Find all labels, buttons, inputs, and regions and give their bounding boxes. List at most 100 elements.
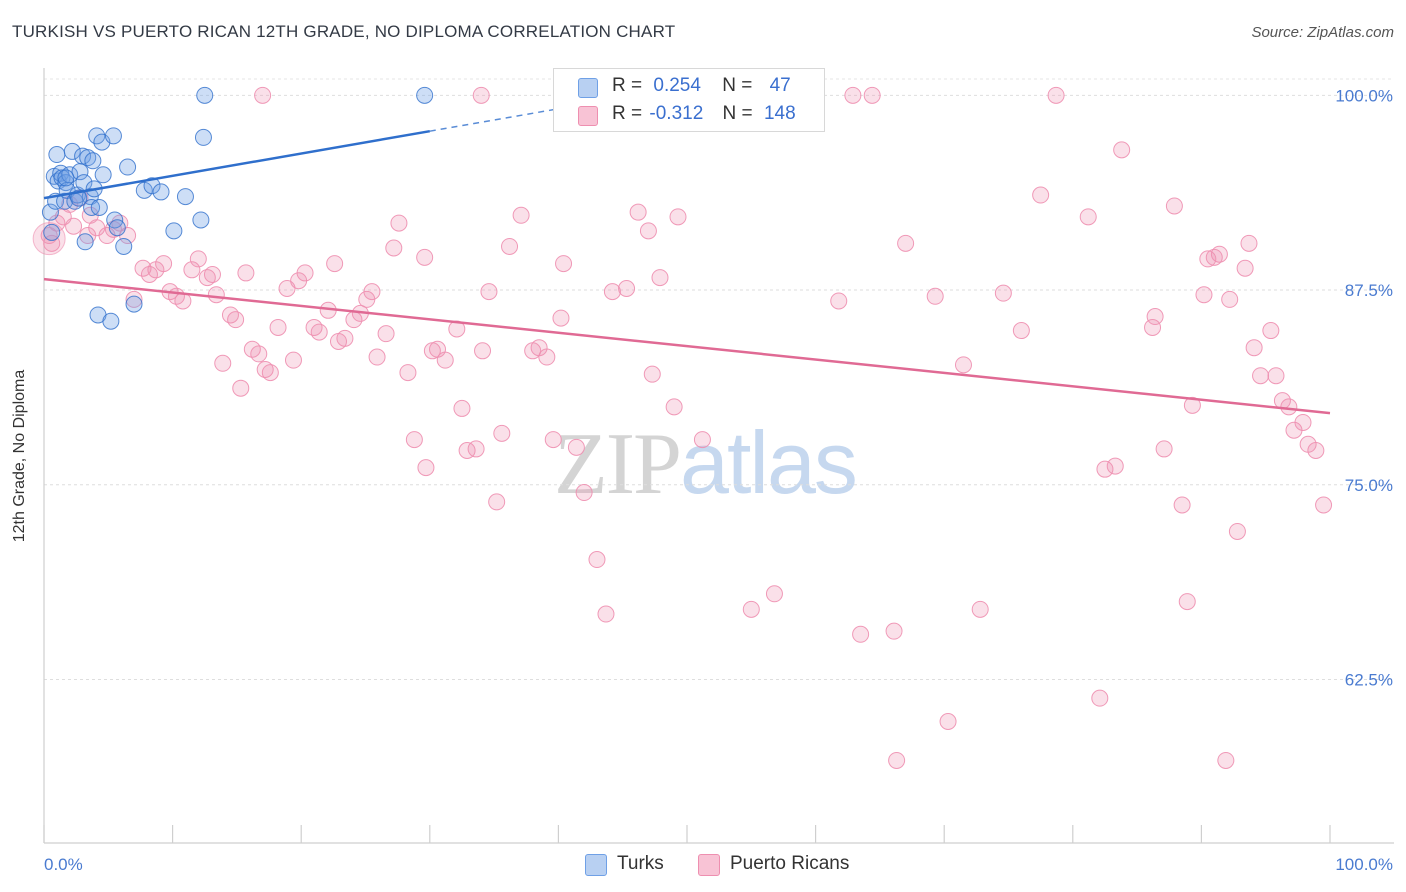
turks-point xyxy=(90,199,108,217)
pr-point xyxy=(284,351,302,369)
pr-point xyxy=(474,342,492,360)
turks-point xyxy=(48,146,66,164)
pr-point xyxy=(852,625,870,643)
pr-point xyxy=(639,222,657,240)
legend-text-pr: R = -0.312 N = 148 xyxy=(612,103,796,125)
turks-point xyxy=(63,142,81,160)
pr-point xyxy=(198,269,216,287)
pr-point xyxy=(555,255,573,273)
turks-trend-extension xyxy=(429,94,636,132)
pr-point xyxy=(125,290,143,308)
bottom-legend-label-pr: Puerto Ricans xyxy=(730,853,850,874)
y-tick-label: 87.5% xyxy=(1345,281,1393,300)
tick-labels: 62.5% 75.0% 87.5% 100.0% 0.0% 100.0% xyxy=(44,86,1393,874)
pr-point xyxy=(1240,234,1258,252)
pr-point xyxy=(326,255,344,273)
pr-point xyxy=(467,440,485,458)
pr-point xyxy=(651,269,669,287)
pr-point xyxy=(1183,396,1201,414)
pr-point xyxy=(363,283,381,301)
pr-point xyxy=(885,622,903,640)
pr-point xyxy=(544,431,562,449)
pr-point xyxy=(567,438,585,456)
pr-point xyxy=(597,605,615,623)
legend-swatch-turks xyxy=(578,78,598,98)
pr-point xyxy=(453,399,471,417)
pr-point xyxy=(488,493,506,511)
pr-point xyxy=(134,259,152,277)
pr-point xyxy=(1032,186,1050,204)
pr-point xyxy=(189,250,207,268)
y-tick-label: 100.0% xyxy=(1335,86,1393,105)
pr-point xyxy=(501,237,519,255)
trend-lines xyxy=(43,94,1331,415)
pr-point xyxy=(1173,496,1191,514)
chart-title: TURKISH VS PUERTO RICAN 12TH GRADE, NO D… xyxy=(12,22,676,41)
pr-point xyxy=(512,206,530,224)
pr-point xyxy=(1047,86,1065,104)
pr-point xyxy=(954,356,972,374)
pr-point xyxy=(618,280,636,298)
pr-point xyxy=(939,713,957,731)
legend-turks-n-value: 47 xyxy=(769,75,791,96)
pr-point xyxy=(897,234,915,252)
pr-point xyxy=(1205,248,1223,266)
pr-point xyxy=(1217,751,1235,769)
legend-swatch-pr xyxy=(578,106,598,126)
turks-point xyxy=(125,295,143,313)
pr-point xyxy=(458,441,476,459)
pr-point xyxy=(643,365,661,383)
pr-point xyxy=(1280,398,1298,416)
legend-turks-r-label: R = xyxy=(612,75,643,96)
pr-point xyxy=(1155,440,1173,458)
pr-point xyxy=(390,214,408,232)
pr-point xyxy=(603,283,621,301)
pr-point xyxy=(214,354,232,372)
turks-point xyxy=(119,158,137,176)
puerto-ricans-points xyxy=(32,86,1333,769)
pr-point xyxy=(765,585,783,603)
pr-point xyxy=(261,364,279,382)
pr-point xyxy=(417,459,435,477)
pr-point xyxy=(472,86,490,104)
pr-point xyxy=(155,255,173,273)
pr-point xyxy=(1178,593,1196,611)
x-tick-label: 0.0% xyxy=(44,855,83,874)
pr-point xyxy=(888,751,906,769)
y-tick-label: 62.5% xyxy=(1345,670,1393,689)
pr-point xyxy=(221,306,239,324)
pr-point xyxy=(1096,460,1114,478)
legend-pr-n-value: 148 xyxy=(763,103,796,124)
turks-point xyxy=(152,183,170,201)
pr-point xyxy=(416,248,434,266)
pr-point xyxy=(65,217,83,235)
legend-text-turks: R = 0.254 N = 47 xyxy=(612,75,791,97)
pr-point xyxy=(1146,308,1164,326)
turks-point xyxy=(84,152,102,170)
pr-point xyxy=(250,345,268,363)
turks-point xyxy=(41,203,59,221)
pr-point xyxy=(377,325,395,343)
chart-source: Source: ZipAtlas.com xyxy=(1251,24,1394,41)
watermark-zip: ZIP xyxy=(554,416,682,513)
turks-point xyxy=(192,211,210,229)
pr-point xyxy=(844,86,862,104)
pr-point xyxy=(269,318,287,336)
pr-point xyxy=(254,86,272,104)
pr-point xyxy=(111,214,129,232)
bottom-legend-swatch-turks xyxy=(585,854,607,876)
pr-point xyxy=(493,424,511,442)
turks-point xyxy=(70,189,88,207)
grid-lines xyxy=(44,78,1394,680)
pr-point xyxy=(830,292,848,310)
bottom-legend-swatch-pr xyxy=(698,854,720,876)
pr-point xyxy=(575,484,593,502)
pr-point xyxy=(1307,441,1325,459)
pr-trend-line xyxy=(43,277,1331,415)
pr-point xyxy=(552,309,570,327)
pr-point xyxy=(227,311,245,329)
pr-point xyxy=(385,239,403,257)
pr-point xyxy=(1113,141,1131,159)
turks-point xyxy=(143,177,161,195)
turks-point xyxy=(57,169,75,187)
